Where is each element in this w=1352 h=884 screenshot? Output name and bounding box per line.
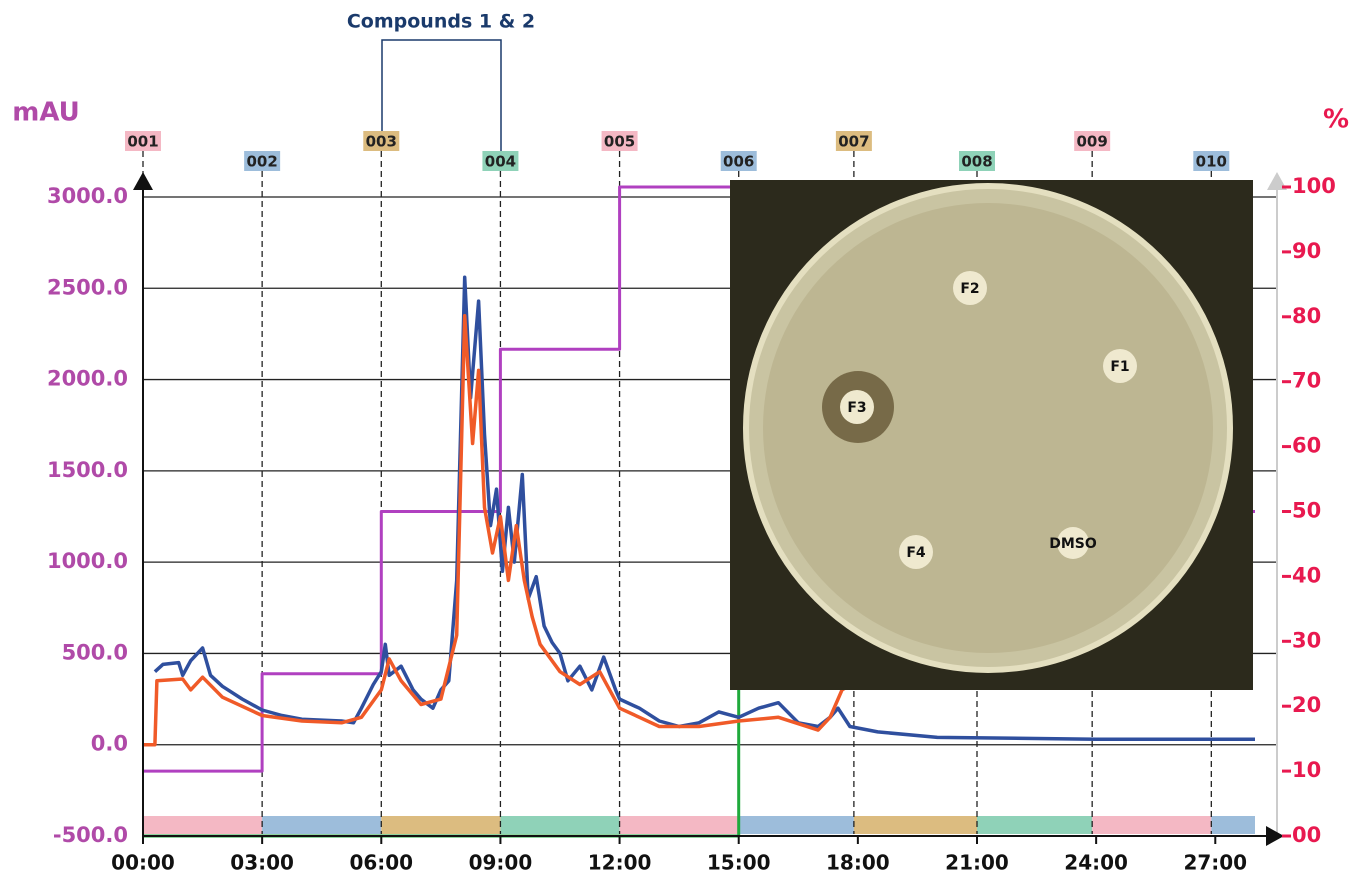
fraction-label: 010 — [1196, 153, 1227, 171]
y2-tick-label: 70 — [1292, 369, 1321, 393]
fraction-band — [262, 816, 382, 834]
y2-tick-label: 80 — [1292, 304, 1321, 328]
fraction-band — [143, 816, 263, 834]
x-tick-label: 24:00 — [1064, 851, 1128, 875]
fraction-band — [853, 816, 977, 834]
y2-tick-label: 50 — [1292, 499, 1321, 523]
series-line — [153, 275, 1255, 741]
fraction-band — [381, 816, 501, 834]
fraction-band — [977, 816, 1093, 834]
fraction-label: 007 — [838, 133, 869, 151]
fraction-label-box — [482, 151, 519, 171]
fraction-label: 008 — [961, 153, 992, 171]
y-tick-label: -500.0 — [53, 823, 128, 847]
fraction-band — [1092, 816, 1212, 834]
y2-tick-label: 20 — [1292, 693, 1321, 717]
y-tick-label: 2000.0 — [47, 367, 128, 391]
disc-label: F4 — [906, 545, 926, 561]
fraction-band — [1211, 816, 1255, 834]
fraction-label-box — [959, 151, 995, 171]
y-axis-label: mAU — [12, 98, 80, 128]
fraction-label: 002 — [246, 153, 277, 171]
agar — [763, 203, 1213, 653]
disc — [899, 535, 933, 569]
y2-axis-label: % — [1323, 105, 1349, 135]
x-tick-label: 18:00 — [826, 851, 890, 875]
x-tick-label: 00:00 — [111, 851, 175, 875]
disc — [953, 271, 987, 305]
y2-tick-label: 00 — [1292, 823, 1321, 847]
x-tick-label: 15:00 — [707, 851, 771, 875]
fraction-label-box — [1193, 151, 1230, 171]
y2-tick-label: 90 — [1292, 239, 1321, 263]
fraction-label: 009 — [1077, 133, 1108, 151]
series-line — [143, 313, 1248, 747]
y-tick-label: 2500.0 — [47, 275, 128, 299]
fraction-label-box — [1074, 131, 1111, 151]
fraction-label-box — [601, 131, 638, 151]
fraction-label: 003 — [366, 133, 397, 151]
disc — [1103, 349, 1137, 383]
fraction-label-box — [244, 151, 281, 171]
y2-tick-label: 10 — [1292, 758, 1321, 782]
disc-label: F1 — [1110, 359, 1129, 375]
fraction-label-box — [835, 131, 872, 151]
y2-tick-label: 40 — [1292, 563, 1321, 587]
arrow — [133, 172, 153, 190]
fraction-label: 005 — [604, 133, 635, 151]
disc-label: F2 — [960, 281, 979, 297]
y2-tick-label: 60 — [1292, 434, 1321, 458]
disc-label: DMSO — [1049, 536, 1097, 552]
y-tick-label: 1000.0 — [47, 549, 128, 573]
fraction-label-box — [363, 131, 400, 151]
fraction-band — [738, 816, 854, 834]
disc — [840, 390, 874, 424]
fraction-label: 006 — [723, 153, 754, 171]
photo-inset: F1 F2 F3 F4 DMSO — [730, 180, 1253, 690]
y-tick-label: 1500.0 — [47, 458, 128, 482]
fraction-label: 004 — [485, 153, 516, 171]
x-tick-label: 27:00 — [1183, 851, 1247, 875]
x-tick-label: 09:00 — [469, 851, 533, 875]
fraction-band — [619, 816, 739, 834]
y-tick-label: 0.0 — [91, 732, 128, 756]
x-tick-label: 06:00 — [349, 851, 413, 875]
fraction-label-box — [720, 151, 757, 171]
disc — [1057, 527, 1089, 559]
axes: -500.0 0.0 500.0 1000.0 1500.0 2000.0 2500.0 30… — [47, 172, 1336, 875]
x-tick-label: 21:00 — [945, 851, 1009, 875]
y-tick-label: 500.0 — [62, 640, 128, 664]
y2-tick-label: 30 — [1292, 628, 1321, 652]
disc-label: F3 — [847, 400, 866, 416]
annotation: Compounds 1 & 2 — [347, 11, 535, 33]
y-tick-label: 3000.0 — [47, 184, 128, 208]
fraction-label-box — [125, 131, 161, 151]
x-tick-label: 03:00 — [230, 851, 294, 875]
x-tick-label: 12:00 — [588, 851, 652, 875]
fraction-band — [500, 816, 620, 834]
arrow — [1266, 826, 1284, 846]
annotation-bracket — [381, 39, 502, 160]
fraction-label: 001 — [127, 133, 158, 151]
y2-tick-label: 100 — [1292, 174, 1336, 198]
